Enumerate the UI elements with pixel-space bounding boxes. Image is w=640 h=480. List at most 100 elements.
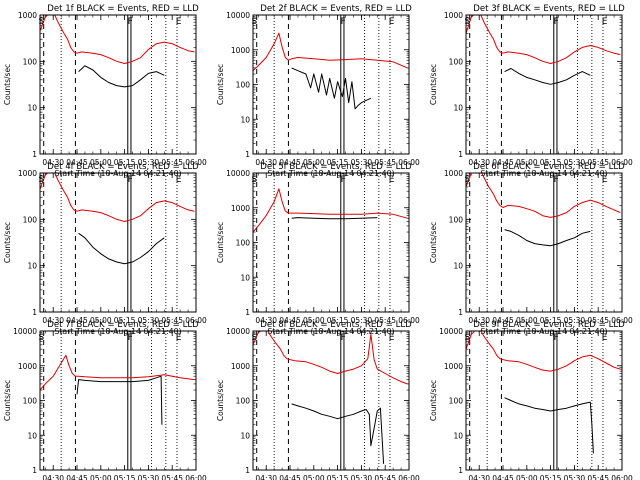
events-series-line — [504, 229, 591, 247]
x-tick-label: 05:30 — [351, 316, 373, 325]
marker-label: S — [464, 17, 470, 27]
y-tick-label: 100 — [449, 57, 464, 66]
marker-label: S — [38, 175, 44, 185]
marker-label: E — [176, 17, 182, 27]
plot-frame — [39, 172, 197, 313]
marker-label: S — [464, 175, 470, 185]
x-tick-label: 04:30 — [255, 474, 277, 480]
marker-label: E — [389, 17, 395, 27]
x-tick-label: 05:15 — [114, 158, 136, 167]
x-tick-label: 05:30 — [564, 316, 586, 325]
marker-label: E — [176, 333, 182, 343]
x-tick-label: 06:00 — [185, 316, 207, 325]
x-tick-label: 04:30 — [255, 158, 277, 167]
x-tick-label: 05:00 — [516, 316, 538, 325]
plot-area — [40, 173, 195, 312]
events-series-line — [504, 397, 594, 454]
lld-series-line — [466, 15, 621, 64]
marker-label: F — [554, 333, 559, 343]
chart-title: Det 4f BLACK = Events, RED = LLD — [47, 162, 199, 172]
y-tick-label: 1 — [32, 150, 37, 159]
y-tick-label: 100 — [236, 81, 251, 90]
y-axis-label: Counts/sec — [3, 64, 12, 105]
marker-label: F — [128, 175, 133, 185]
y-tick-label: 10000 — [13, 327, 37, 336]
chart-panel: Det 7f BLACK = Events, RED = LLD Counts/s… — [3, 320, 207, 480]
y-tick-label: 10 — [240, 431, 250, 440]
x-tick-label: 05:30 — [351, 474, 373, 480]
y-tick-label: 1 — [245, 308, 250, 317]
x-tick-label: 05:00 — [516, 158, 538, 167]
x-tick-label: 04:45 — [492, 316, 514, 325]
lld-series-line — [466, 331, 621, 372]
marker-label: E — [602, 17, 608, 27]
plot-frame — [252, 172, 410, 313]
plot-area — [466, 15, 621, 154]
x-tick-label: 06:00 — [398, 158, 420, 167]
y-tick-label: 10000 — [226, 169, 250, 178]
events-series-line — [291, 403, 385, 464]
x-tick-label: 05:30 — [138, 316, 160, 325]
chart-panel: Det 5f BLACK = Events, RED = LLD Counts/s… — [216, 162, 420, 336]
marker-label: S — [251, 175, 257, 185]
x-tick-label: 06:00 — [398, 474, 420, 480]
y-tick-label: 1 — [245, 466, 250, 475]
x-tick-label: 05:15 — [540, 158, 562, 167]
x-tick-label: 04:30 — [42, 158, 64, 167]
y-axis-label: Counts/sec — [216, 222, 225, 263]
x-tick-label: 04:30 — [42, 316, 64, 325]
x-tick-label: 05:00 — [303, 158, 325, 167]
x-tick-label: 04:30 — [42, 474, 64, 480]
y-tick-label: 1 — [458, 466, 463, 475]
chart-panel: Det 6f BLACK = Events, RED = LLD Counts/s… — [429, 162, 633, 336]
x-tick-label: 05:45 — [161, 158, 183, 167]
lld-series-line — [253, 32, 408, 72]
x-tick-label: 05:00 — [516, 474, 538, 480]
y-tick-label: 10 — [453, 104, 463, 113]
x-tick-label: 05:45 — [161, 474, 183, 480]
x-tick-label: 05:45 — [587, 158, 609, 167]
x-tick-label: 04:30 — [468, 316, 490, 325]
x-tick-label: 05:15 — [327, 158, 349, 167]
y-tick-label: 1000 — [18, 169, 37, 178]
marker-label: F — [554, 17, 559, 27]
events-series-line — [76, 375, 163, 425]
y-axis-label: Counts/sec — [429, 380, 438, 421]
x-tick-label: 05:00 — [90, 474, 112, 480]
x-tick-label: 04:45 — [492, 158, 514, 167]
y-tick-label: 1000 — [18, 11, 37, 20]
x-tick-label: 04:45 — [279, 474, 301, 480]
y-tick-label: 100 — [449, 397, 464, 406]
y-tick-label: 1000 — [231, 46, 250, 55]
x-tick-label: 06:00 — [611, 474, 633, 480]
y-tick-label: 10000 — [439, 327, 463, 336]
marker-label: F — [554, 175, 559, 185]
y-tick-label: 100 — [23, 57, 38, 66]
x-tick-label: 05:45 — [374, 474, 396, 480]
y-tick-label: 1 — [32, 308, 37, 317]
x-tick-label: 04:45 — [66, 316, 88, 325]
lld-series-line — [40, 354, 195, 391]
y-tick-label: 1000 — [444, 11, 463, 20]
events-series-line — [291, 217, 378, 220]
y-tick-label: 1000 — [444, 362, 463, 371]
events-series-line — [504, 68, 591, 85]
y-axis-label: Counts/sec — [429, 222, 438, 263]
y-tick-label: 100 — [23, 215, 38, 224]
chart-title: Det 8f BLACK = Events, RED = LLD — [260, 320, 412, 330]
plot-area — [466, 331, 621, 470]
chart-title: Det 3f BLACK = Events, RED = LLD — [473, 4, 625, 14]
x-tick-label: 04:45 — [66, 158, 88, 167]
chart-title: Det 6f BLACK = Events, RED = LLD — [473, 162, 625, 172]
x-tick-label: 05:30 — [351, 158, 373, 167]
plot-area — [253, 15, 408, 154]
marker-label: E — [389, 175, 395, 185]
chart-title: Det 7f BLACK = Events, RED = LLD — [47, 320, 199, 330]
y-tick-label: 1000 — [444, 169, 463, 178]
y-axis-label: Counts/sec — [3, 222, 12, 263]
y-tick-label: 100 — [236, 397, 251, 406]
y-tick-label: 10 — [453, 262, 463, 271]
y-tick-label: 10000 — [226, 11, 250, 20]
x-tick-label: 04:45 — [279, 158, 301, 167]
x-tick-label: 05:00 — [303, 316, 325, 325]
